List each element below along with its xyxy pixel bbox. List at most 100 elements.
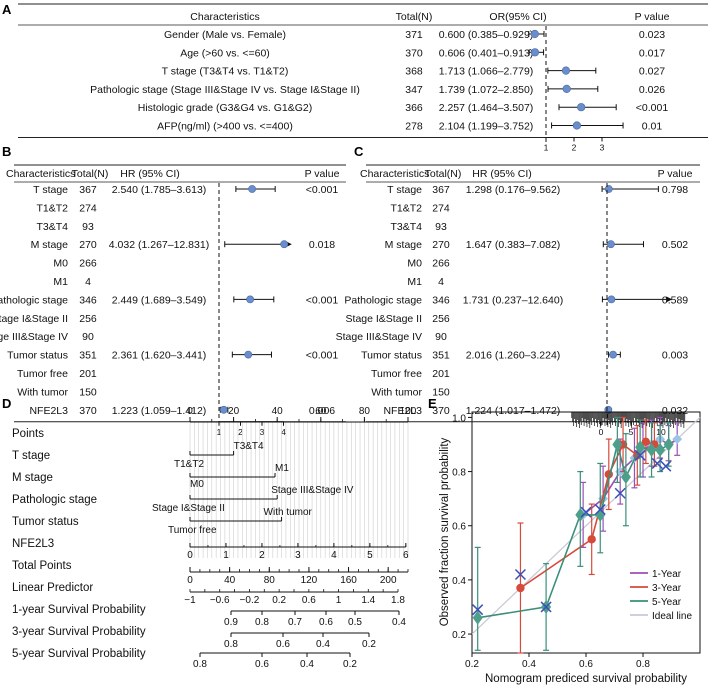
data-point: [612, 437, 623, 452]
header-p-value: P value: [635, 11, 670, 23]
cross-mark: [660, 460, 672, 472]
row-ci: 1.298 (0.176–9.562): [466, 184, 561, 196]
data-point: [663, 437, 674, 452]
row-total: 274: [79, 202, 97, 214]
header-p-value: P value: [305, 168, 340, 180]
row-total: 347: [405, 84, 423, 96]
nomogram-row-label: T stage: [12, 450, 50, 462]
row-label: Stage I&Stage II: [0, 313, 68, 325]
panel-letter-e: E: [428, 396, 437, 411]
y-tick-label: 1.0: [452, 413, 466, 424]
row-label: M1: [53, 276, 68, 288]
row-total: 90: [82, 331, 94, 343]
variable-level-label: T1&T2: [174, 459, 204, 470]
nfe2l3-tick-label: 4: [331, 550, 337, 561]
point-estimate: [244, 350, 253, 359]
point-estimate: [607, 295, 616, 304]
row-ci: 2.257 (1.464–3.507): [439, 102, 534, 114]
nomogram-row-label: 1-year Survival Probability: [12, 604, 146, 616]
row-label: T3&T4: [390, 221, 422, 233]
survival-1y-tick-label: 0.7: [288, 617, 302, 628]
row-label: T1&T2: [390, 202, 422, 214]
point-estimate: [219, 405, 228, 414]
panel-letter-d: D: [2, 396, 11, 411]
row-ci: 2.449 (1.689–3.549): [112, 294, 207, 306]
row-label: Pathologic stage (Stage III&Stage IV vs.…: [90, 84, 360, 96]
point-estimate: [530, 29, 539, 39]
y-tick-label: 0.6: [452, 522, 466, 533]
row-label: With tumor: [17, 386, 68, 398]
header-total: Total(N): [72, 168, 109, 180]
row-p: 0.502: [662, 239, 688, 251]
row-total: 278: [405, 121, 423, 133]
data-point: [516, 583, 525, 593]
row-label: Stage III&Stage IV: [336, 331, 422, 343]
survival-3y-tick-label: 0.6: [276, 639, 290, 650]
row-p: 0.026: [639, 84, 665, 96]
legend-label: 3-Year: [652, 583, 682, 594]
total-points-tick-label: 80: [264, 575, 276, 586]
row-total: 366: [405, 102, 423, 114]
survival-1y-tick-label: 0.8: [255, 617, 269, 628]
row-p: <0.001: [306, 184, 339, 196]
variable-level-label: M1: [275, 463, 289, 474]
survival-1y-tick-label: 0.4: [392, 617, 406, 628]
point-estimate: [609, 350, 617, 359]
row-total: 93: [82, 221, 94, 233]
point-estimate: [246, 295, 255, 304]
row-label: T stage: [33, 184, 68, 196]
header-characteristics: Characteristics: [190, 11, 259, 23]
row-ci: 2.361 (1.620–3.441): [112, 350, 207, 362]
row-ci: 4.032 (1.267–12.831): [109, 239, 209, 251]
row-total: 270: [432, 239, 450, 251]
points-tick-label: 40: [272, 406, 284, 417]
header-characteristics: Characteristics: [6, 168, 75, 180]
row-label: Tumor free: [371, 368, 422, 380]
row-p: 0.027: [639, 66, 665, 78]
row-total: 274: [432, 202, 450, 214]
lp-tick-label: 0.6: [302, 595, 316, 606]
point-estimate: [572, 121, 582, 130]
row-p: 0.023: [639, 29, 665, 41]
panel-e-calibration-plot: 0.2 0.4 0.6 0.8 1.0 0.2 0.4 0.6 0.8 Nomogram pred…: [439, 411, 701, 685]
row-p: <0.001: [306, 294, 339, 306]
x-tick-label: 10: [656, 427, 666, 437]
row-label: AFP(ng/ml) (>400 vs. <=400): [157, 121, 293, 133]
row-ci: 0.606 (0.401–0.913): [439, 47, 534, 59]
row-ci: 2.104 (1.199–3.752): [439, 121, 534, 133]
row-label: M0: [53, 258, 68, 270]
total-points-tick-label: 0: [187, 575, 193, 586]
legend-label: Ideal line: [652, 611, 692, 622]
variable-level-label: Tumor free: [168, 525, 217, 536]
panel-letter-a: A: [2, 2, 12, 17]
data-point: [575, 507, 586, 522]
cross-mark: [634, 449, 646, 461]
point-estimate: [577, 103, 586, 112]
row-p: 0.018: [309, 239, 335, 251]
survival-1y-tick-label: 0.5: [348, 617, 362, 628]
row-total: 201: [79, 368, 97, 380]
variable-level-label: Stage III&Stage IV: [271, 485, 354, 496]
row-label: Pathologic stage: [0, 294, 68, 306]
nomogram-row-label: M stage: [12, 472, 53, 484]
panel-d-nomogram: Points T stage M stage Pathologic stage Tumo…: [12, 406, 417, 670]
row-p: 0.798: [662, 184, 688, 196]
legend-label: 1-Year: [652, 569, 682, 580]
row-label: NFE2L3: [383, 405, 422, 417]
total-points-tick-label: 120: [301, 575, 318, 586]
row-total: 266: [79, 258, 97, 270]
lp-tick-label: −0.2: [240, 595, 260, 606]
lp-tick-label: 1.8: [391, 595, 405, 606]
x-tick-label: 1: [544, 143, 549, 153]
row-total: 371: [405, 29, 423, 41]
point-estimate: [562, 84, 571, 93]
row-total: 370: [405, 47, 423, 59]
cross-mark: [540, 601, 552, 613]
row-label: M stage: [31, 239, 69, 251]
data-point: [620, 469, 631, 484]
row-p: 0.01: [642, 121, 663, 133]
row-label: T3&T4: [36, 221, 68, 233]
row-label: Pathologic stage: [344, 294, 422, 306]
row-label: M stage: [385, 239, 423, 251]
row-ci: 2.540 (1.785–3.613): [112, 184, 207, 196]
